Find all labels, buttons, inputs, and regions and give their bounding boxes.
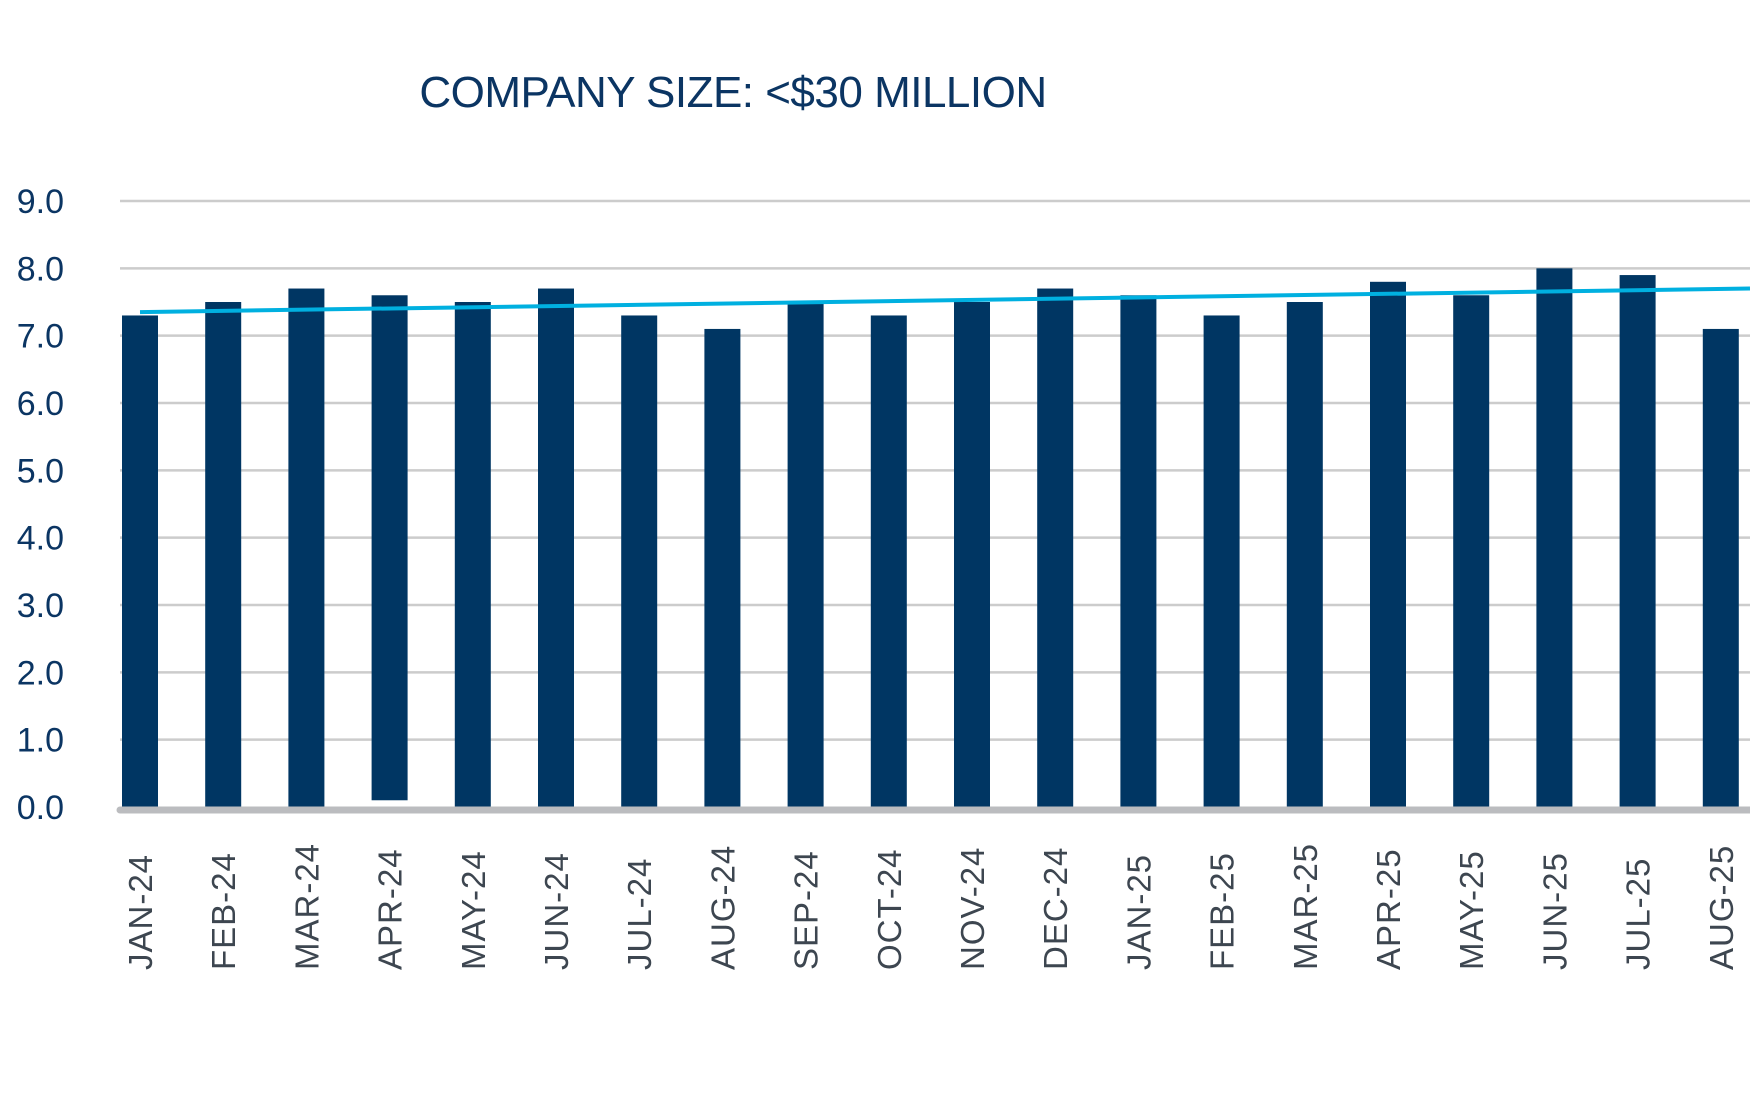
bar-jul-24 <box>621 315 658 807</box>
x-tick-label: MAY-24 <box>455 850 492 970</box>
y-tick-label: 5.0 <box>17 452 64 490</box>
x-tick-label: SEP-24 <box>788 850 825 970</box>
x-tick-label: FEB-24 <box>205 852 242 970</box>
bars <box>122 268 1739 808</box>
bar-feb-25 <box>1203 315 1240 807</box>
y-tick-label: 9.0 <box>17 183 64 221</box>
x-tick-label: OCT-24 <box>871 848 908 970</box>
x-tick-label: DEC-24 <box>1037 847 1074 970</box>
y-tick-label: 8.0 <box>17 250 64 288</box>
bar-oct-24 <box>870 315 907 807</box>
x-tick-label: MAR-24 <box>288 843 325 970</box>
y-tick-label: 3.0 <box>17 587 64 625</box>
chart-title: COMPANY SIZE: <$30 MILLION <box>419 68 1046 117</box>
y-tick-label: 4.0 <box>17 520 64 558</box>
x-tick-label: JUN-25 <box>1536 852 1573 970</box>
y-tick-label: 0.0 <box>17 789 64 827</box>
y-tick-label: 1.0 <box>17 722 64 760</box>
bar-apr-25 <box>1370 281 1406 807</box>
x-tick-label: JUL-24 <box>621 858 658 970</box>
x-tick-label: JAN-24 <box>122 854 159 970</box>
bar-may-24 <box>454 302 491 807</box>
x-axis-ticks: JAN-24 FEB-24 MAR-24 APR-24 MAY-24 JUN-24 JUL-… <box>122 843 1740 970</box>
x-tick-label: MAR-25 <box>1287 843 1324 970</box>
x-tick-label: JAN-25 <box>1120 854 1157 970</box>
bar-sep-24 <box>787 302 824 807</box>
trend-line <box>139 286 1750 315</box>
y-axis-ticks: 0.0 1.0 2.0 3.0 4.0 5.0 6.0 7.0 8.0 9.0 <box>17 183 64 827</box>
y-tick-label: 7.0 <box>17 318 64 356</box>
bar-aug-25 <box>1702 328 1739 807</box>
x-tick-label: APR-24 <box>372 848 409 970</box>
gridlines <box>120 199 1750 741</box>
bar-nov-24 <box>954 302 990 807</box>
x-tick-label: MAY-25 <box>1453 850 1490 970</box>
y-tick-label: 2.0 <box>17 654 64 692</box>
bar-jun-24 <box>538 288 574 807</box>
x-tick-label: APR-25 <box>1370 848 1407 970</box>
x-tick-label: JUN-24 <box>538 852 575 970</box>
x-tick-label: NOV-24 <box>954 847 991 970</box>
bar-mar-24 <box>288 288 325 807</box>
bar-aug-24 <box>704 328 741 807</box>
bar-may-25 <box>1453 295 1490 807</box>
x-tick-label: JUL-25 <box>1620 858 1657 970</box>
x-tick-label: FEB-25 <box>1204 852 1241 970</box>
bar-dec-24 <box>1037 288 1074 807</box>
y-tick-label: 6.0 <box>17 385 64 423</box>
x-tick-label: AUG-25 <box>1703 845 1740 970</box>
bar-jun-25 <box>1536 268 1573 807</box>
bar-mar-25 <box>1286 302 1323 807</box>
bar-apr-24 <box>371 295 408 801</box>
bar-jan-24 <box>122 315 158 807</box>
x-tick-label: AUG-24 <box>704 845 741 970</box>
bar-feb-24 <box>205 302 242 807</box>
bar-jan-25 <box>1120 295 1157 807</box>
bar-jul-25 <box>1619 275 1656 808</box>
